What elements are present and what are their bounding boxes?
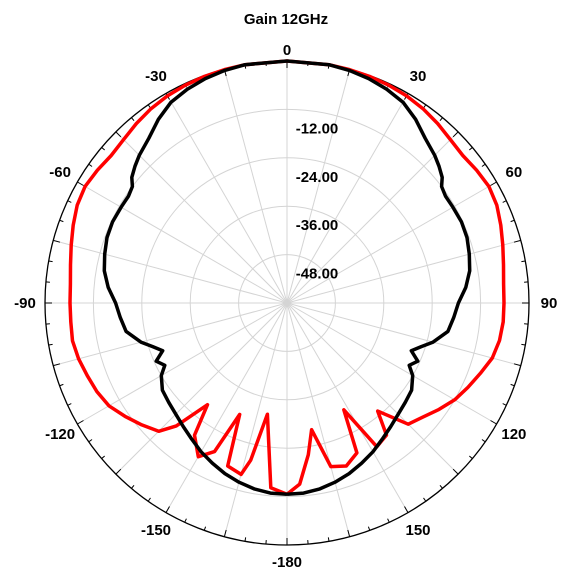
radial-tick-label: -48.00 bbox=[296, 266, 339, 283]
outer-tick bbox=[513, 363, 521, 367]
chart-title: Gain 12GHz bbox=[244, 11, 328, 28]
angle-tick-labels: 0 30 60 90 120 150 -180 -150 -120 -90 -60 -30 bbox=[14, 42, 557, 571]
radial-tick-label: -36.00 bbox=[296, 217, 339, 234]
radial-tick-label: -24.00 bbox=[296, 169, 339, 186]
outer-tick bbox=[147, 497, 151, 502]
series-line-2 bbox=[102, 59, 472, 496]
grid-spoke bbox=[286, 181, 497, 304]
angle-tick-label: -60 bbox=[49, 164, 71, 181]
angle-tick-label: 90 bbox=[541, 295, 558, 312]
grid-spoke bbox=[286, 302, 351, 537]
grid-spoke bbox=[286, 69, 351, 304]
outer-tick bbox=[48, 343, 53, 346]
grid-spoke bbox=[286, 302, 459, 475]
outer-tick bbox=[367, 526, 371, 531]
outer-tick bbox=[521, 260, 526, 263]
outer-tick bbox=[67, 200, 72, 203]
grid-spoke bbox=[77, 302, 288, 425]
radial-tick-labels: -12.00 -24.00 -36.00 -48.00 bbox=[296, 120, 339, 282]
grid-ring bbox=[189, 205, 385, 401]
grid-spoke bbox=[53, 302, 288, 367]
outer-tick bbox=[77, 420, 84, 425]
outer-tick bbox=[481, 439, 486, 443]
outer-tick bbox=[101, 455, 106, 459]
outer-tick bbox=[452, 468, 459, 475]
series-layer bbox=[68, 59, 506, 496]
outer-tick bbox=[53, 239, 61, 243]
grid-ring bbox=[141, 157, 433, 449]
outer-tick bbox=[347, 529, 351, 537]
grid-spoke bbox=[115, 131, 288, 304]
outer-tick bbox=[468, 455, 473, 459]
grid-spoke bbox=[286, 239, 521, 304]
grid-spoke bbox=[223, 69, 288, 304]
grid-spoke bbox=[165, 93, 288, 304]
radial-tick-label: -12.00 bbox=[296, 120, 339, 137]
outer-tick bbox=[53, 363, 61, 367]
angle-tick-label: 60 bbox=[506, 164, 523, 181]
outer-tick bbox=[67, 403, 72, 406]
outer-tick bbox=[115, 131, 122, 138]
angle-tick-label: -90 bbox=[14, 295, 36, 312]
grid-spoke bbox=[286, 93, 409, 304]
outer-tick bbox=[510, 383, 515, 387]
grid-spoke bbox=[286, 302, 521, 367]
outer-tick bbox=[203, 526, 207, 531]
outer-tick bbox=[48, 260, 53, 263]
grid-spoke bbox=[223, 302, 288, 537]
outer-tick bbox=[387, 518, 390, 523]
outer-tick bbox=[59, 219, 64, 223]
outer-tick bbox=[490, 420, 497, 425]
outer-tick bbox=[439, 117, 443, 122]
outer-tick bbox=[244, 537, 247, 542]
outer-tick bbox=[510, 219, 515, 223]
angle-tick-label: -120 bbox=[45, 426, 75, 443]
outer-tick bbox=[423, 497, 427, 502]
grid-ring bbox=[92, 108, 482, 498]
grid-spoke bbox=[53, 239, 288, 304]
outer-tick bbox=[165, 506, 170, 513]
grid-spoke bbox=[77, 181, 288, 304]
outer-tick bbox=[115, 468, 122, 475]
outer-tick bbox=[404, 506, 409, 513]
outer-tick bbox=[131, 484, 135, 489]
outer-tick bbox=[481, 163, 486, 167]
angle-tick-label: -180 bbox=[272, 554, 302, 571]
grid-spoke bbox=[286, 131, 459, 304]
outer-tick bbox=[452, 131, 459, 138]
polar-grid bbox=[44, 60, 530, 546]
outer-tick bbox=[502, 200, 507, 203]
angle-tick-label: 150 bbox=[405, 522, 430, 539]
outer-tick bbox=[88, 439, 93, 443]
outer-tick bbox=[59, 383, 64, 387]
outer-tick bbox=[439, 484, 443, 489]
outer-tick bbox=[77, 181, 84, 186]
angle-tick-label: 30 bbox=[410, 68, 427, 85]
outer-tick bbox=[490, 181, 497, 186]
grid-spoke bbox=[286, 302, 409, 513]
angle-tick-label: 120 bbox=[501, 426, 526, 443]
angle-tick-label: 0 bbox=[283, 42, 291, 59]
grid-spoke bbox=[115, 302, 288, 475]
outer-tick bbox=[88, 163, 93, 167]
grid-ring bbox=[238, 254, 336, 352]
angle-tick-label: -150 bbox=[141, 522, 171, 539]
outer-tick bbox=[184, 518, 187, 523]
outer-tick bbox=[101, 147, 106, 151]
grid-spoke bbox=[286, 302, 497, 425]
outer-tick bbox=[327, 537, 330, 542]
outer-tick bbox=[513, 239, 521, 243]
outer-tick bbox=[131, 117, 135, 122]
outer-tick bbox=[521, 343, 526, 346]
angle-tick-label: -30 bbox=[145, 68, 167, 85]
outer-tick bbox=[223, 529, 227, 537]
outer-tick bbox=[468, 147, 473, 151]
outer-tick bbox=[502, 403, 507, 406]
grid-spoke bbox=[165, 302, 288, 513]
